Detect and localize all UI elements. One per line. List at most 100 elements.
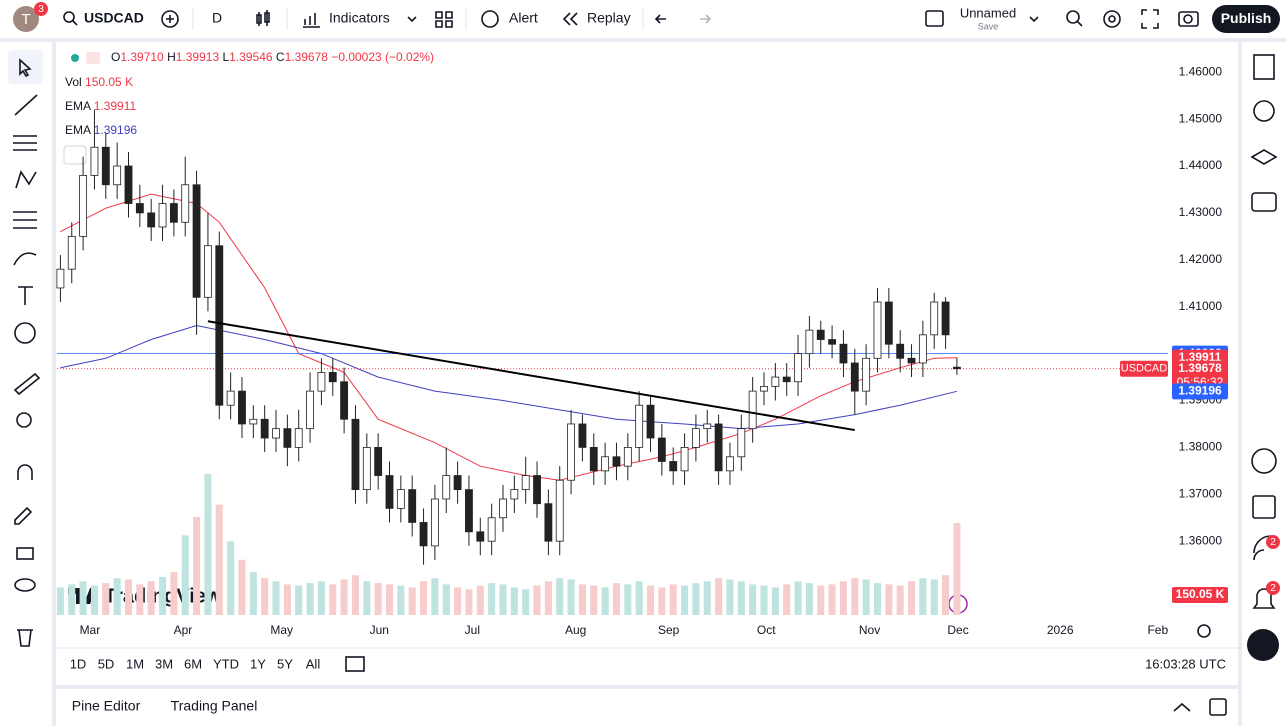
- range-button[interactable]: 1M: [126, 656, 144, 671]
- projection-tool[interactable]: [13, 211, 37, 229]
- news[interactable]: [1253, 535, 1272, 561]
- candle-body: [169, 203, 178, 223]
- axis-settings[interactable]: [1197, 624, 1211, 638]
- panel-tab[interactable]: Trading Panel: [171, 698, 258, 714]
- volume-bar: [783, 584, 791, 615]
- change: −0.00023 (−0.02%): [331, 50, 434, 64]
- volume-bar: [499, 584, 507, 615]
- volume-bar: [465, 589, 473, 615]
- chart-type[interactable]: [256, 10, 270, 26]
- watchlist[interactable]: [1253, 54, 1275, 80]
- undo[interactable]: [654, 14, 666, 24]
- settings[interactable]: [1103, 10, 1121, 28]
- candle-body: [283, 428, 292, 448]
- hotlist[interactable]: [1251, 448, 1277, 474]
- collapse[interactable]: [1173, 702, 1191, 712]
- pattern-tool[interactable]: [15, 170, 37, 189]
- alerts-panel[interactable]: [1253, 100, 1275, 122]
- y-tick-label: 1.36000: [1179, 533, 1223, 547]
- y-tick-label: 1.37000: [1179, 486, 1223, 500]
- candle-body: [453, 475, 462, 491]
- fib-tool[interactable]: [13, 135, 37, 151]
- candle-body: [567, 423, 575, 481]
- candle-body: [340, 381, 349, 420]
- volume-bar: [261, 578, 269, 615]
- indicators-button[interactable]: Indicators: [329, 10, 390, 26]
- candle-body: [589, 447, 598, 472]
- dropdown[interactable]: [407, 16, 417, 23]
- search-icon[interactable]: [63, 11, 75, 23]
- volume-bar: [567, 579, 575, 615]
- volume-bar: [703, 581, 711, 615]
- maximize[interactable]: [1209, 698, 1227, 716]
- layout-name[interactable]: Unnamed: [960, 5, 1016, 20]
- candle-body: [328, 371, 337, 383]
- x-tick-label: Apr: [174, 623, 193, 637]
- x-tick-label: Sep: [658, 623, 680, 637]
- apps[interactable]: [1247, 629, 1279, 661]
- candle-body: [953, 366, 961, 370]
- lock-drawing[interactable]: [14, 506, 33, 525]
- candle-body: [578, 423, 587, 448]
- lock-tool[interactable]: [16, 547, 34, 560]
- layouts[interactable]: [435, 11, 453, 28]
- volume-bar: [681, 585, 689, 615]
- notifications[interactable]: [1252, 588, 1276, 609]
- interval[interactable]: D: [212, 10, 222, 26]
- x-tick-label: Oct: [757, 623, 776, 637]
- volume-bar: [908, 581, 916, 615]
- magnet-tool[interactable]: [17, 464, 33, 480]
- calendar[interactable]: [1252, 495, 1276, 519]
- range-button[interactable]: YTD: [213, 656, 239, 671]
- range-button[interactable]: 1Y: [250, 656, 266, 671]
- legend-collapse[interactable]: [63, 145, 87, 165]
- candle-body: [294, 428, 303, 448]
- panel-tab[interactable]: Pine Editor: [72, 698, 141, 714]
- redo[interactable]: [700, 14, 712, 24]
- publish-button[interactable]: [1212, 5, 1280, 33]
- volume-bar: [431, 578, 439, 615]
- volume-bar: [420, 581, 428, 615]
- range-button[interactable]: 3M: [155, 656, 173, 671]
- object-tree[interactable]: [1250, 149, 1278, 165]
- volume-bar: [272, 581, 280, 615]
- cursor-tool[interactable]: [19, 58, 32, 78]
- volume-bar: [658, 587, 666, 615]
- volume-bar: [942, 575, 950, 615]
- symbol[interactable]: USDCAD: [84, 10, 144, 26]
- text-tool[interactable]: [18, 286, 33, 305]
- zoom-tool[interactable]: [16, 412, 32, 428]
- chat[interactable]: [1251, 192, 1277, 212]
- candle-body: [941, 301, 950, 336]
- alert-button[interactable]: Alert: [509, 10, 538, 26]
- visibility-tool[interactable]: [14, 578, 36, 592]
- ohlc-value: 1.39710: [120, 50, 164, 64]
- volume-bar: [737, 581, 745, 615]
- range-button[interactable]: 5Y: [277, 656, 293, 671]
- replay-button[interactable]: Replay: [587, 10, 631, 26]
- screenshot[interactable]: [1178, 11, 1199, 27]
- ruler-tool[interactable]: [13, 372, 41, 396]
- candle-body: [918, 334, 927, 364]
- delete-tool[interactable]: [17, 629, 33, 647]
- range-button[interactable]: 5D: [98, 656, 115, 671]
- emoji-tool[interactable]: [14, 322, 36, 344]
- avatar[interactable]: T 3: [13, 2, 48, 32]
- save-label[interactable]: Save: [978, 21, 999, 31]
- brush-tool[interactable]: [13, 252, 37, 266]
- date-range[interactable]: [345, 656, 365, 672]
- fullscreen[interactable]: [1141, 9, 1159, 29]
- range-button[interactable]: All: [306, 656, 321, 671]
- ohlc-value: 1.39546: [229, 50, 273, 64]
- add-symbol[interactable]: [161, 10, 179, 28]
- quick-search[interactable]: [1066, 10, 1080, 24]
- dropdown[interactable]: [1029, 16, 1039, 23]
- trendline-tool[interactable]: [14, 94, 38, 116]
- volume-value: 150.05 K: [85, 75, 133, 89]
- range-button[interactable]: 1D: [70, 656, 87, 671]
- volume-bar: [873, 583, 882, 615]
- sidebar-badges: 22: [1266, 535, 1280, 595]
- volume-label: Vol: [65, 75, 82, 89]
- range-button[interactable]: 6M: [184, 656, 202, 671]
